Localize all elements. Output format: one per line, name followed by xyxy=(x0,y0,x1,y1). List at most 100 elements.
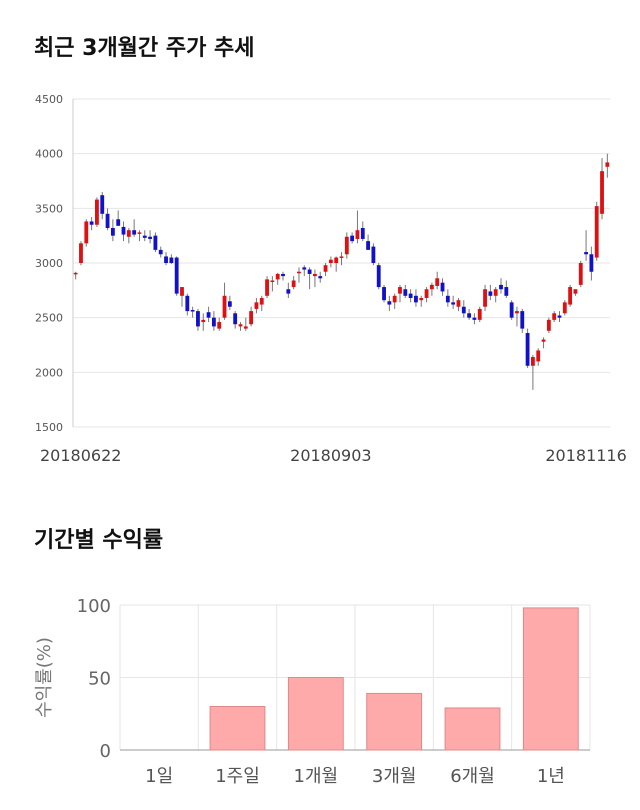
candle-up xyxy=(515,311,519,314)
price-trend-title: 최근 3개월간 주가 추세 xyxy=(34,36,255,61)
y-tick-label: 2000 xyxy=(35,366,63,379)
candle-up xyxy=(95,199,99,225)
candle-down xyxy=(190,310,195,312)
x-tick-label: 20180622 xyxy=(40,446,121,465)
candle-up xyxy=(562,302,567,314)
candle-down xyxy=(116,219,121,226)
x-tick-label: 3개월 xyxy=(372,766,417,787)
candle-up xyxy=(429,284,434,290)
candle-down xyxy=(148,236,153,239)
candle-down xyxy=(302,267,307,270)
candle-up xyxy=(334,257,339,263)
candle-up xyxy=(493,289,498,296)
candle-up xyxy=(424,289,429,298)
candle-up xyxy=(84,221,89,244)
candle-up xyxy=(435,278,440,286)
candle-down xyxy=(158,249,163,255)
candle-up xyxy=(249,311,254,325)
candle-down xyxy=(445,295,450,303)
candle-up xyxy=(483,289,487,307)
candle-down xyxy=(461,306,466,314)
candle-up xyxy=(291,280,296,288)
candle-up xyxy=(73,272,78,275)
candle-down xyxy=(376,265,381,288)
candle-down xyxy=(557,315,562,318)
candle-up xyxy=(137,232,142,234)
period-returns-title: 기간별 수익률 xyxy=(34,528,164,553)
y-tick-label: 4000 xyxy=(35,148,63,161)
candle-up xyxy=(530,357,535,366)
candle-down xyxy=(584,252,588,255)
y-tick-label: 4500 xyxy=(35,93,63,106)
candle-down xyxy=(174,257,179,294)
candle-down xyxy=(211,317,216,327)
candle-down xyxy=(105,213,110,229)
candle-down xyxy=(169,257,174,263)
candle-up xyxy=(243,326,248,329)
candle-down xyxy=(100,195,105,214)
return-bar xyxy=(444,707,501,751)
candle-down xyxy=(371,246,376,263)
candle-up xyxy=(344,236,349,255)
x-tick-label: 6개월 xyxy=(450,766,495,787)
candle-down xyxy=(233,313,238,325)
candle-down xyxy=(499,284,503,290)
x-tick-label: 1개월 xyxy=(294,766,339,787)
candle-down xyxy=(142,235,147,238)
candle-down xyxy=(366,241,370,250)
candle-down xyxy=(164,256,168,263)
candle-up xyxy=(275,273,280,280)
candle-up xyxy=(578,263,583,285)
x-tick-label: 1년 xyxy=(537,766,565,787)
candle-up xyxy=(126,230,131,237)
candle-up xyxy=(265,279,269,296)
x-tick-label: 20180903 xyxy=(290,446,371,465)
candle-up xyxy=(541,339,546,342)
candle-up xyxy=(254,302,259,309)
candle-up xyxy=(536,350,541,362)
candle-up xyxy=(222,295,227,318)
candle-down xyxy=(509,302,514,318)
candle-down xyxy=(281,273,285,277)
candle-down xyxy=(350,235,355,242)
candle-up xyxy=(339,256,344,258)
candle-up xyxy=(392,295,397,303)
x-tick-label: 1주일 xyxy=(215,766,260,787)
candle-down xyxy=(467,313,472,318)
candle-down xyxy=(121,226,126,235)
candle-down xyxy=(110,228,115,236)
return-bar xyxy=(209,706,266,751)
price-candlestick-chart: 1500 2000 2500 3000 3500 4000 4500 20180622 2018… xyxy=(35,93,627,465)
candle-up xyxy=(238,324,243,327)
candle-down xyxy=(451,302,456,305)
candle-down xyxy=(525,332,530,366)
return-bar xyxy=(366,692,423,751)
candle-up xyxy=(594,206,599,258)
candle-up xyxy=(201,319,206,323)
y-tick-label: 2500 xyxy=(35,312,63,325)
y-axis-label: 수익률(%) xyxy=(34,637,55,718)
candle-down xyxy=(403,289,408,296)
candle-down xyxy=(387,301,392,305)
candle-down xyxy=(307,269,312,274)
y-tick-label: 100 xyxy=(77,596,111,617)
candle-up xyxy=(573,289,578,294)
candle-down xyxy=(153,235,158,250)
candle-up xyxy=(398,287,402,294)
candle-down xyxy=(360,228,365,239)
period-returns-bar-chart: 0 50 100 수익률(%) 1일 1주일 1개월 3개월 6개월 1년 xyxy=(34,596,591,787)
candle-up xyxy=(605,162,610,167)
candle-down xyxy=(196,311,200,327)
candle-up xyxy=(546,319,551,331)
candle-up xyxy=(552,313,557,320)
candle-down xyxy=(382,287,386,301)
candle-up xyxy=(323,265,328,272)
candle-down xyxy=(132,230,137,235)
candle-down xyxy=(520,311,525,329)
candle-down xyxy=(488,291,493,296)
y-tick-label: 1500 xyxy=(35,421,63,434)
y-tick-label: 0 xyxy=(100,741,111,762)
candle-down xyxy=(89,221,94,225)
candle-up xyxy=(259,297,264,305)
y-tick-label: 50 xyxy=(88,669,111,690)
